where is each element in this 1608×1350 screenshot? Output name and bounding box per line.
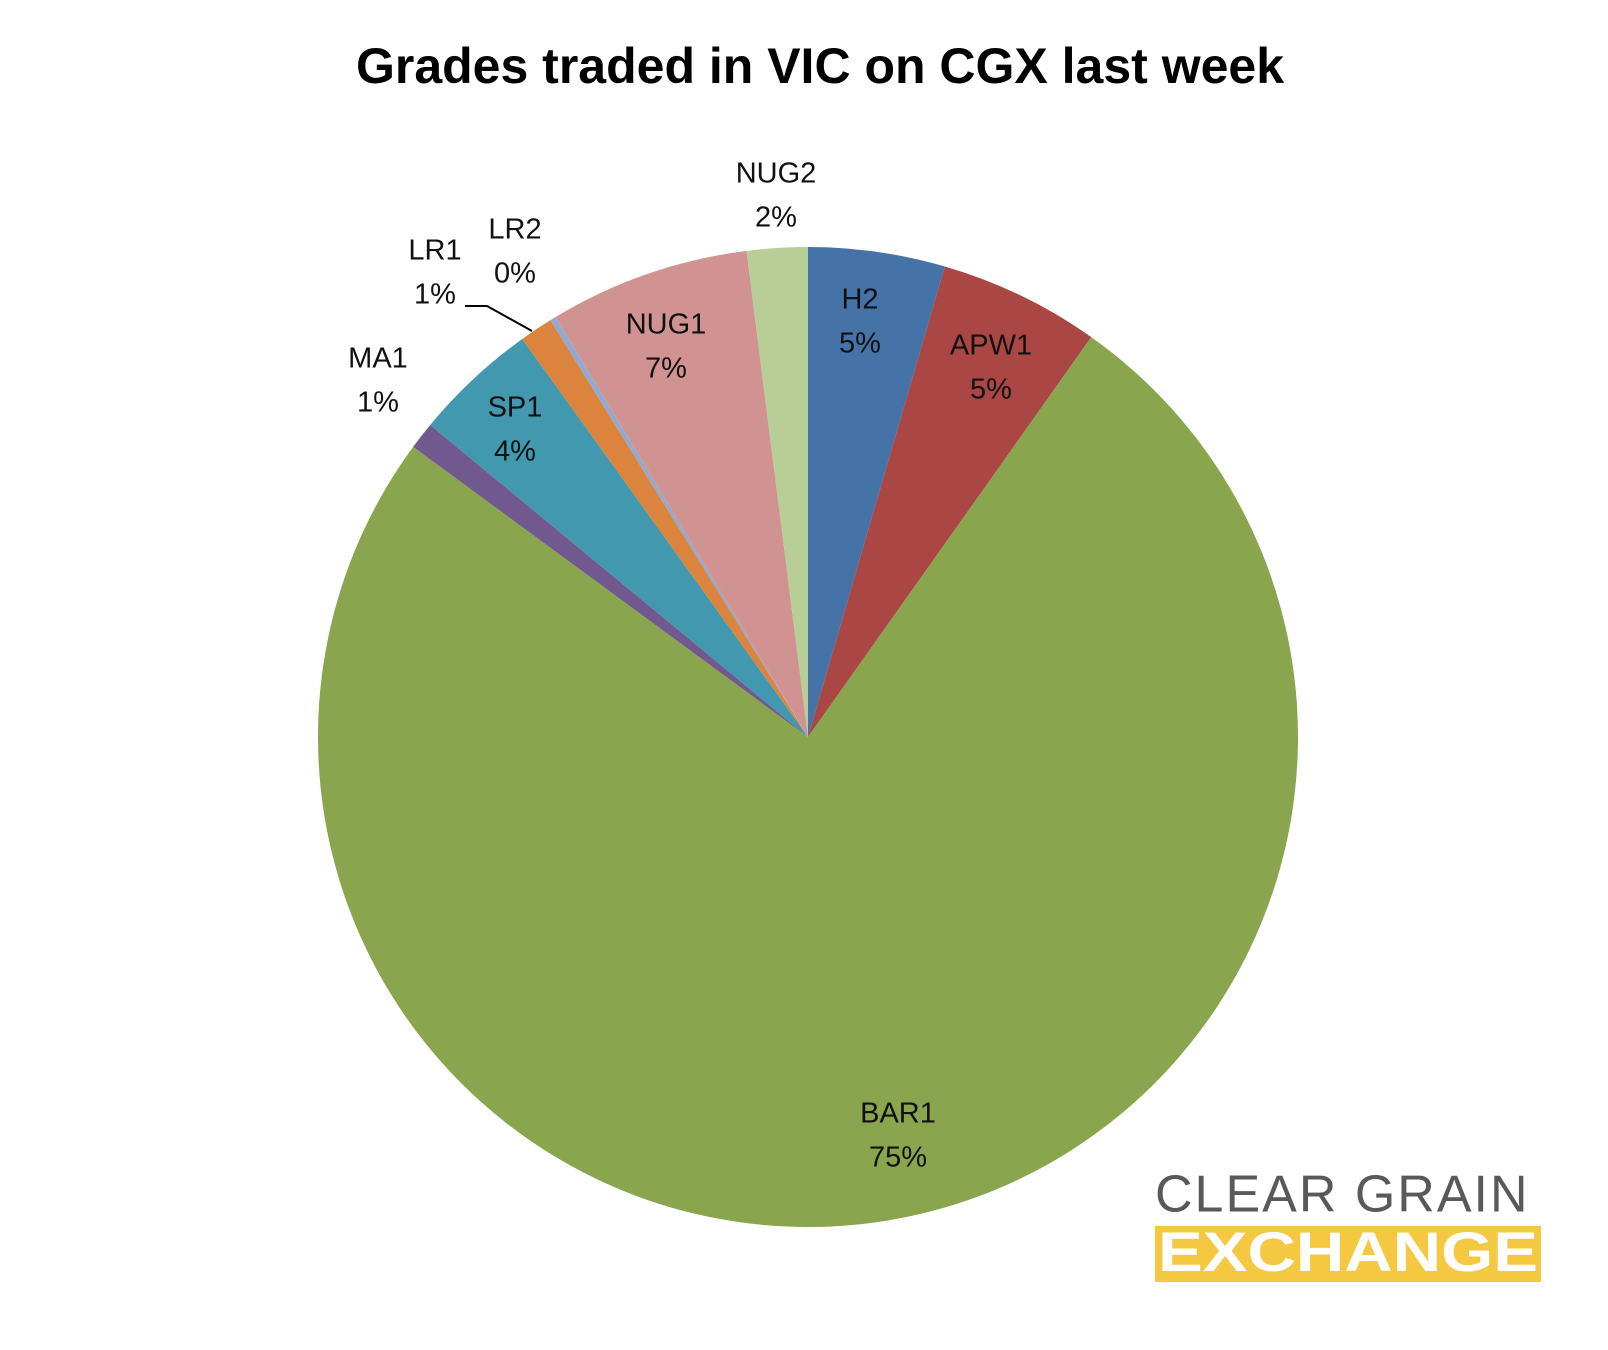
- slice-value-label: 4%: [494, 436, 536, 468]
- pie-slice: [317, 337, 1298, 1228]
- pie-slice: [808, 266, 1092, 737]
- slice-name: APW1: [950, 330, 1032, 362]
- slice-name: SP1: [488, 392, 543, 424]
- pie-slice: [522, 320, 808, 737]
- logo: CLEAR GRAIN EXCHANGE: [1155, 1166, 1541, 1283]
- slice-name: MA1: [348, 343, 408, 375]
- slice-name: LR2: [488, 214, 541, 246]
- chart-title: Grades traded in VIC on CGX last week: [356, 38, 1284, 94]
- slice-value-label: 1%: [357, 387, 399, 419]
- slice-value-label: 5%: [970, 374, 1012, 406]
- pie-slice: [413, 424, 808, 737]
- pie-slice: [430, 338, 808, 737]
- slice-name: BAR1: [860, 1098, 936, 1130]
- slice-value-label: 0%: [494, 258, 536, 290]
- pie-slice: [808, 247, 945, 737]
- pie-slice: [746, 247, 808, 737]
- pie-slice: [555, 250, 808, 737]
- slice-value-label: 2%: [755, 202, 797, 234]
- slice-name: NUG2: [736, 158, 817, 190]
- slice-name: NUG1: [626, 309, 707, 341]
- slice-value-label: 1%: [414, 279, 456, 311]
- slice-name: LR1: [408, 235, 461, 267]
- slice-name: H2: [841, 284, 878, 316]
- pie-slice: [550, 316, 808, 737]
- slice-value-label: 5%: [839, 328, 881, 360]
- leader-line: [465, 305, 533, 332]
- logo-line2: EXCHANGE: [1158, 1220, 1538, 1283]
- logo-band: [1155, 1226, 1541, 1282]
- slice-value-label: 7%: [645, 353, 687, 385]
- logo-line1: CLEAR GRAIN: [1155, 1166, 1530, 1224]
- slice-value-label: 75%: [869, 1142, 927, 1174]
